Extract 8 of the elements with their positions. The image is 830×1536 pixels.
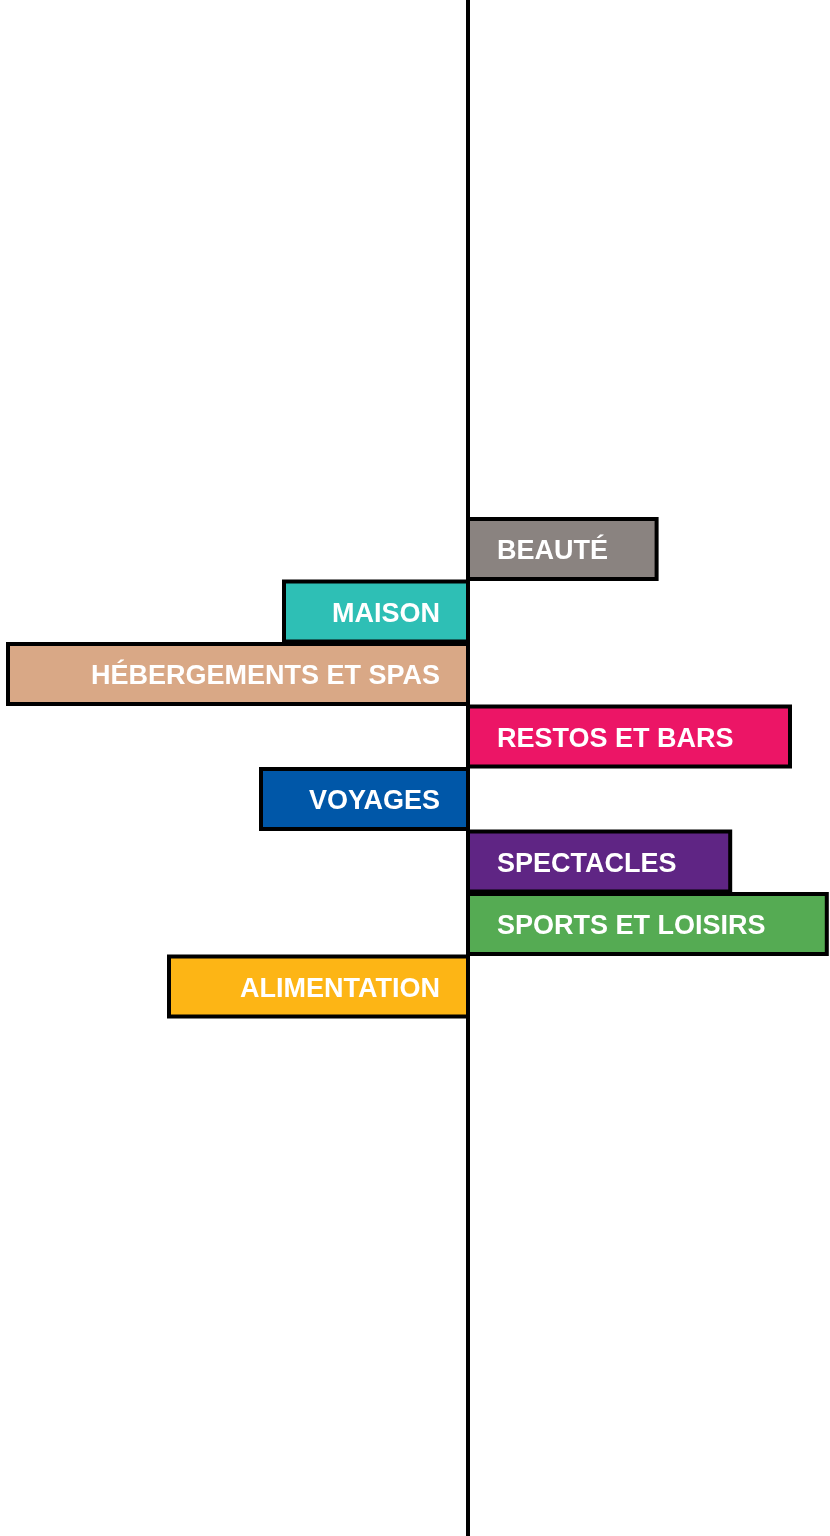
y-tick-label: RESTOS ET BARS (497, 722, 734, 753)
y-tick-label: MAISON (332, 597, 440, 628)
y-tick-label: BEAUTÉ (497, 534, 609, 565)
y-tick-label: SPORTS ET LOISIRS (497, 910, 766, 940)
y-tick-label: VOYAGES (308, 785, 440, 815)
y-tick-label: ALIMENTATION (240, 972, 440, 1003)
y-tick-label: HÉBERGEMENTS ET SPAS (90, 659, 440, 690)
y-tick-label: SPECTACLES (497, 847, 677, 878)
